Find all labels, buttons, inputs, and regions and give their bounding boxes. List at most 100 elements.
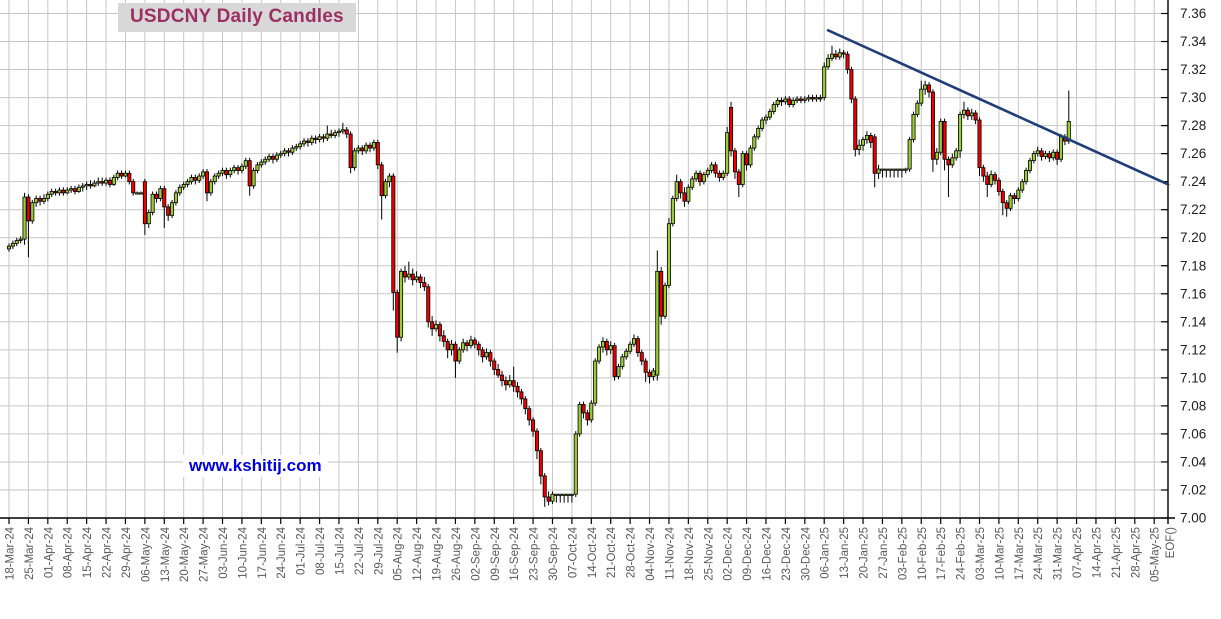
candle-doji — [138, 192, 143, 195]
candle-doji — [569, 493, 574, 496]
candle-up — [387, 175, 392, 183]
candle-doji — [562, 493, 567, 496]
candle-up — [49, 191, 54, 195]
x-axis-tick-label: 18-Mar-24 — [5, 526, 17, 580]
candle-up — [690, 178, 695, 188]
candle-down — [981, 167, 986, 177]
candle-down — [453, 343, 458, 362]
x-axis-tick-label: 23-Sep-24 — [529, 526, 541, 580]
candle-down — [348, 133, 353, 169]
candle-up — [267, 156, 272, 160]
candle-up — [1035, 150, 1040, 155]
watermark-link[interactable]: www.kshitij.com — [183, 455, 328, 477]
candle-up — [670, 198, 675, 225]
candle-up — [449, 343, 454, 351]
candle-down — [488, 352, 493, 362]
x-axis-tick-label: 30-Dec-24 — [800, 526, 812, 580]
candle-down — [166, 206, 171, 216]
candle-down — [305, 140, 310, 143]
x-axis-tick-label: 25-Mar-24 — [24, 526, 36, 580]
candle-up — [1043, 153, 1048, 157]
candle-up — [406, 273, 411, 278]
candle-down — [402, 270, 407, 278]
candle-doji — [903, 168, 908, 171]
candle-up — [104, 179, 109, 184]
candle-up — [701, 174, 706, 183]
candle-up — [666, 223, 671, 286]
candle-up — [290, 147, 295, 153]
candle-down — [61, 189, 66, 194]
candle-down — [717, 172, 722, 178]
candle-up — [232, 167, 237, 171]
y-axis-tick-label: 7.36 — [1180, 6, 1206, 21]
candle-up — [802, 98, 807, 101]
candle-up — [806, 97, 811, 100]
candle-up — [259, 161, 264, 166]
candle-doji — [884, 168, 889, 171]
x-axis-tick-label: 06-Jan-25 — [820, 527, 832, 579]
candle-down — [204, 171, 209, 194]
candle-up — [814, 97, 819, 100]
candle-up — [829, 53, 834, 59]
x-axis-tick-label: 20-May-24 — [179, 526, 191, 582]
candle-down — [977, 119, 982, 169]
candle-up — [243, 160, 248, 167]
candle-down — [787, 98, 792, 105]
candle-down — [154, 193, 159, 199]
candle-down — [996, 179, 1001, 192]
x-axis-tick-label: 17-Jun-24 — [257, 526, 269, 578]
candle-down — [247, 160, 252, 187]
candle-down — [430, 321, 435, 330]
candle-up — [325, 133, 330, 139]
candle-down — [26, 196, 31, 222]
candle-up — [748, 147, 753, 166]
candle-up — [837, 52, 842, 58]
candle-down — [1012, 195, 1017, 199]
candle-down — [604, 341, 609, 351]
candle-down — [131, 181, 136, 194]
x-axis-tick-label: 27-Jan-25 — [878, 527, 890, 579]
candle-up — [989, 174, 994, 185]
candle-up — [173, 192, 178, 204]
x-axis-tick-label: 24-Mar-25 — [1033, 527, 1045, 580]
candle-down — [1039, 150, 1044, 157]
x-axis-tick-label: 27-May-24 — [199, 526, 211, 582]
candle-down — [1055, 151, 1060, 160]
candle-up — [597, 346, 602, 362]
y-axis-tick-label: 7.26 — [1180, 146, 1206, 161]
candle-up — [414, 276, 419, 281]
x-axis-tick-label: 09-Dec-24 — [742, 526, 754, 580]
candle-down — [523, 398, 528, 410]
x-axis-tick-label: 10-Feb-25 — [917, 527, 929, 580]
candle-down — [647, 371, 652, 377]
candle-down — [445, 341, 450, 351]
candle-down — [476, 343, 481, 351]
x-axis-tick-label: 08-Jul-24 — [315, 526, 327, 575]
candle-up — [356, 147, 361, 152]
y-axis-tick-label: 7.32 — [1180, 62, 1206, 77]
candle-down — [313, 137, 318, 141]
candle-up — [756, 128, 761, 138]
candle-down — [585, 412, 590, 421]
candle-up — [150, 193, 155, 213]
candle-down — [736, 171, 741, 185]
candle-up — [484, 352, 489, 358]
candle-up — [383, 181, 388, 197]
x-axis-tick-label: 11-Nov-24 — [664, 526, 676, 579]
candle-up — [208, 181, 213, 194]
candle-up — [958, 114, 963, 152]
candle-up — [907, 139, 912, 170]
candle-up — [950, 157, 955, 166]
candle-up — [189, 177, 194, 183]
candle-up — [212, 175, 217, 183]
x-axis-tick-label: 07-Oct-24 — [567, 526, 579, 578]
y-axis-tick-label: 7.18 — [1180, 258, 1206, 273]
candle-up — [616, 366, 621, 377]
candle-down — [538, 450, 543, 477]
candle-up — [1066, 121, 1071, 142]
candle-down — [72, 188, 77, 192]
y-axis-tick-label: 7.14 — [1180, 314, 1207, 329]
candle-up — [399, 270, 404, 338]
x-axis-tick-label: 23-Dec-24 — [781, 526, 793, 580]
candle-doji — [566, 493, 571, 496]
